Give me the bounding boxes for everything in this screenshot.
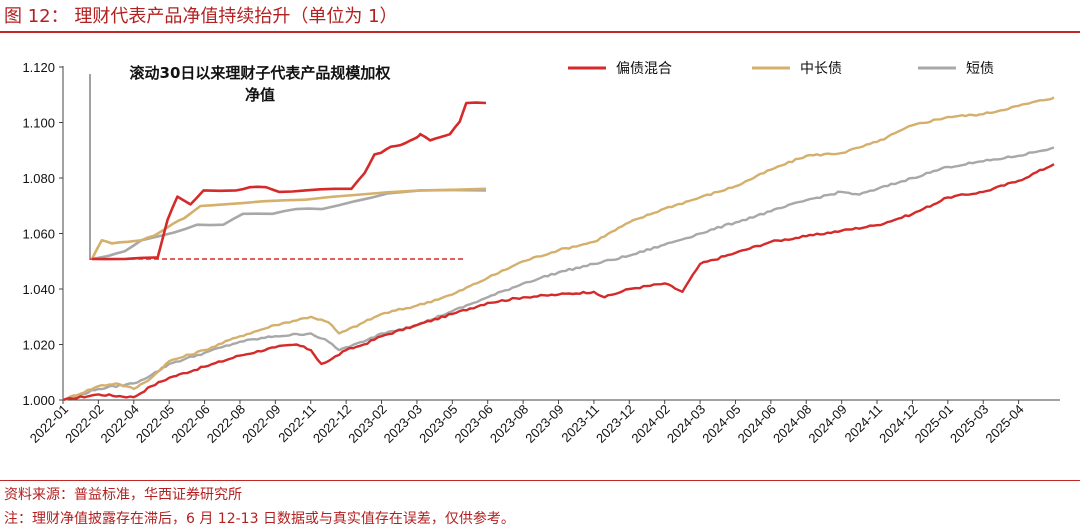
x-tick-label: 2022-12	[310, 402, 354, 446]
figure-title: 图 12： 理财代表产品净值持续抬升（单位为 1）	[4, 6, 398, 27]
x-tick-label: 2025-04	[982, 402, 1026, 446]
x-tick-label: 2023-12	[593, 402, 637, 446]
x-tick-label: 2025-03	[947, 402, 991, 446]
x-tick-label: 2022-06	[168, 402, 212, 446]
y-tick-label: 1.040	[22, 282, 55, 297]
x-tick-label: 2023-02	[345, 402, 389, 446]
x-tick-label: 2022-08	[204, 402, 248, 446]
x-tick-label: 2023-09	[522, 402, 566, 446]
x-tick-label: 2023-08	[487, 402, 531, 446]
y-tick-label: 1.020	[22, 338, 55, 353]
x-tick-label: 2023-05	[416, 402, 460, 446]
y-tick-label: 1.060	[22, 227, 55, 242]
footer-divider	[0, 480, 1080, 481]
title-divider	[0, 31, 1080, 33]
x-tick-label: 2022-04	[98, 402, 142, 446]
x-tick-label: 2022-09	[239, 402, 283, 446]
inset-title-line-1: 滚动30日以来理财子代表产品规模加权	[130, 64, 392, 82]
y-tick-label: 1.120	[22, 60, 55, 75]
main-series-group	[62, 96, 1055, 402]
source-note: 资料来源：普益标准，华西证券研究所	[4, 487, 242, 503]
y-tick-labels: 1.000 1.020 1.040 1.060 1.080 1.100 1.120	[22, 60, 63, 408]
x-tick-label: 2025-01	[912, 402, 956, 446]
x-tick-label: 2022-05	[133, 402, 177, 446]
inset-series-line-medium-long	[90, 187, 487, 260]
inset-series-line-short	[91, 188, 487, 261]
x-tick-labels: 2022-012022-022022-042022-052022-062022-…	[27, 400, 1027, 446]
x-tick-label: 2024-02	[628, 402, 672, 446]
series-line-short	[62, 146, 1055, 402]
inset-series-group	[90, 101, 487, 261]
main-line-chart: 1.000 1.020 1.040 1.060 1.080 1.100 1.120 2022…	[22, 60, 1060, 446]
legend: 偏债混合 中长债 短债	[568, 61, 994, 77]
x-tick-label: 2022-02	[62, 402, 106, 446]
legend-label-short: 短债	[966, 61, 994, 77]
y-tick-label: 1.000	[22, 393, 55, 408]
inset-series-line-hybrid	[91, 101, 487, 261]
x-tick-label: 2024-08	[770, 402, 814, 446]
x-tick-label: 2023-06	[451, 402, 495, 446]
y-tick-label: 1.080	[22, 171, 55, 186]
legend-label-medium-long: 中长债	[800, 61, 842, 77]
x-tick-label: 2024-06	[735, 402, 779, 446]
series-line-hybrid	[62, 163, 1055, 402]
x-tick-label: 2024-09	[805, 402, 849, 446]
x-tick-label: 2024-05	[699, 402, 743, 446]
x-tick-label: 2024-12	[876, 402, 920, 446]
disclaimer-note: 注：理财净值披露存在滞后，6 月 12-13 日数据或与真实值存在误差，仅供参考…	[4, 511, 515, 527]
inset-title-line-2: 净值	[245, 86, 275, 104]
series-line-medium-long	[62, 96, 1055, 402]
x-tick-label: 2023-03	[381, 402, 425, 446]
x-tick-label: 2024-03	[664, 402, 708, 446]
inset-chart: 滚动30日以来理财子代表产品规模加权 净值	[89, 64, 487, 261]
x-tick-label: 2022-01	[27, 402, 71, 446]
y-tick-label: 1.100	[22, 116, 55, 131]
legend-label-hybrid: 偏债混合	[616, 61, 672, 77]
